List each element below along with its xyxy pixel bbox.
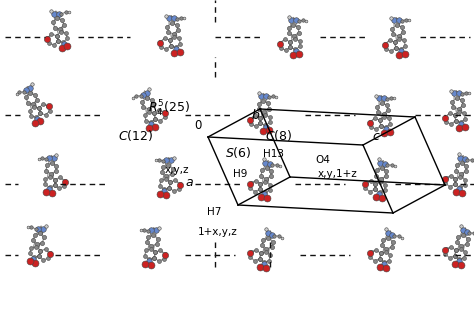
Text: a: a xyxy=(185,175,192,188)
Text: x,y,z: x,y,z xyxy=(165,165,190,175)
Text: c: c xyxy=(372,129,379,143)
Text: $C(8)$: $C(8)$ xyxy=(265,128,292,143)
Text: H13: H13 xyxy=(263,149,284,159)
Text: $S(6)$: $S(6)$ xyxy=(225,145,252,159)
Text: H7: H7 xyxy=(207,207,221,217)
Text: 0: 0 xyxy=(194,118,202,131)
Text: $R_4^5(25)$: $R_4^5(25)$ xyxy=(148,99,190,119)
Text: 1+x,y,z: 1+x,y,z xyxy=(198,227,238,237)
Text: O4: O4 xyxy=(315,155,330,165)
Text: H9: H9 xyxy=(233,169,247,179)
Text: x,y,1+z: x,y,1+z xyxy=(318,169,358,179)
Text: b: b xyxy=(252,109,260,121)
Text: $C(12)$: $C(12)$ xyxy=(118,128,153,143)
